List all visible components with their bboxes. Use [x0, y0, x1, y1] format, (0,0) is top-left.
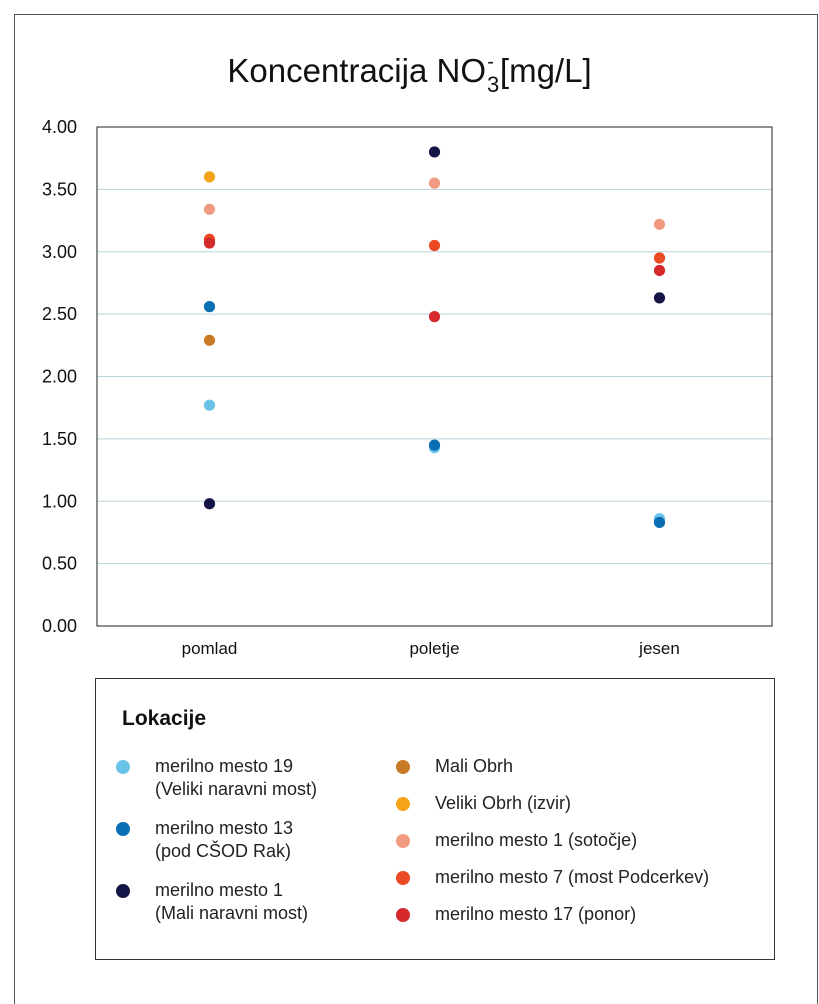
legend-title: Lokacije	[122, 707, 207, 730]
legend: Lokacije merilno mesto 19 (Veliki naravn…	[95, 678, 775, 960]
data-point	[428, 311, 441, 323]
x-tick-label: pomlad	[182, 639, 238, 658]
legend-label: merilno mesto 13 (pod CŠOD Rak)	[155, 818, 294, 861]
data-point	[653, 292, 666, 304]
y-tick-label: 3.50	[42, 179, 77, 199]
data-point	[428, 146, 441, 158]
data-point	[428, 177, 441, 189]
legend-label: merilno mesto 19 (Veliki naravni most)	[155, 756, 318, 799]
x-tick-label: poletje	[409, 639, 459, 658]
legend-label: merilno mesto 1 (Mali naravni most)	[155, 880, 309, 923]
chart-title-subscript: 3	[487, 72, 500, 97]
data-point	[428, 439, 441, 451]
legend-marker	[116, 760, 130, 774]
data-point	[203, 498, 216, 510]
y-tick-label: 0.50	[42, 554, 77, 574]
legend-label: merilno mesto 7 (most Podcerkev)	[435, 867, 710, 887]
legend-marker	[396, 760, 410, 774]
data-point	[653, 218, 666, 230]
y-tick-label: 1.00	[42, 491, 77, 511]
data-point	[653, 264, 666, 277]
legend-marker	[396, 797, 410, 811]
chart-title-unit: [mg/L]	[499, 52, 592, 89]
legend-marker	[116, 822, 130, 836]
x-tick-label: jesen	[638, 639, 680, 658]
data-point	[203, 237, 216, 249]
data-point	[653, 516, 666, 529]
plot-area	[96, 126, 773, 627]
data-point	[428, 239, 441, 252]
legend-label: merilno mesto 1 (sotočje)	[435, 830, 638, 850]
legend-label: Mali Obrh	[435, 756, 514, 776]
data-point	[203, 334, 216, 346]
legend-label: merilno mesto 17 (ponor)	[435, 904, 637, 924]
y-tick-label: 2.00	[42, 367, 77, 387]
y-tick-label: 3.00	[42, 242, 77, 262]
data-point	[653, 252, 666, 264]
data-point	[203, 203, 216, 215]
scatter-plot: 0.00 0.50 1.00 1.50 2.00 2.50 3.00 3.50 4.00 poml…	[42, 117, 773, 658]
chart-title: Koncentracija NO3- [mg/L]	[0, 51, 819, 97]
chart-title-superscript: -	[487, 51, 494, 73]
legend-marker	[396, 908, 410, 922]
figure-frame	[14, 14, 818, 1004]
y-tick-label: 1.50	[42, 429, 77, 449]
legend-label: Veliki Obrh (izvir)	[435, 793, 572, 813]
data-point	[203, 301, 216, 313]
y-tick-label: 0.00	[42, 616, 77, 636]
data-point	[203, 399, 216, 411]
legend-marker	[116, 884, 130, 898]
chart-title-main: Koncentracija NO	[227, 52, 486, 89]
legend-marker	[396, 871, 410, 885]
data-point	[203, 171, 216, 183]
y-tick-label: 2.50	[42, 304, 77, 324]
legend-marker	[396, 834, 410, 848]
y-tick-label: 4.00	[42, 117, 77, 137]
